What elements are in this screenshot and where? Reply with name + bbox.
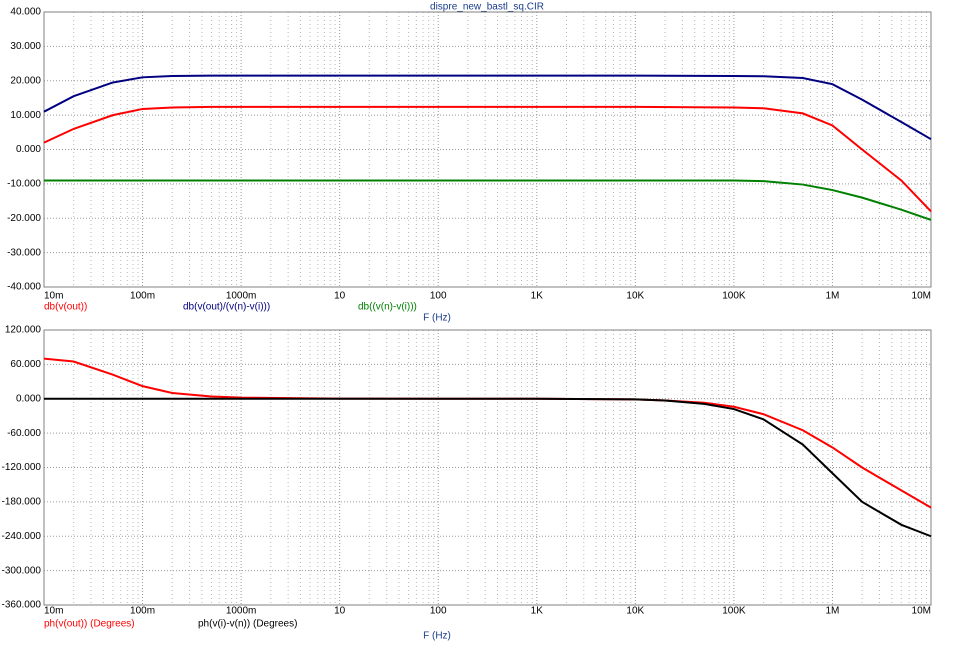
y-tick-label: -180.000 <box>2 497 42 508</box>
x-tick-label: 10 <box>334 291 346 302</box>
x-tick-label: 1000m <box>226 606 257 617</box>
y-tick-label: 0.000 <box>16 144 41 155</box>
y-tick-label: 120.000 <box>5 325 42 336</box>
x-axis-label: F (Hz) <box>423 631 451 642</box>
y-tick-label: -30.000 <box>7 247 41 258</box>
y-tick-label: 40.000 <box>10 7 41 18</box>
y-tick-label: 20.000 <box>10 75 41 86</box>
x-tick-label: 1M <box>825 291 839 302</box>
chart-title: dispre_new_bastl_sq.CIR <box>430 2 544 13</box>
y-tick-label: -120.000 <box>2 462 42 473</box>
legend-entry: db(v(out)/(v(n)-v(i))) <box>183 302 270 313</box>
series-line <box>43 74 932 141</box>
x-tick-label: 1K <box>531 606 544 617</box>
y-tick-label: -360.000 <box>2 600 42 611</box>
y-tick-label: 60.000 <box>10 359 41 370</box>
series-line <box>43 105 932 213</box>
legend-entry: db(v(out)) <box>44 302 87 313</box>
y-tick-label: -60.000 <box>7 428 41 439</box>
legend-entry: ph(v(out)) (Degrees) <box>44 619 135 630</box>
y-tick-label: -40.000 <box>7 282 41 293</box>
x-tick-label: 10K <box>626 606 644 617</box>
y-tick-label: 0.000 <box>16 393 41 404</box>
y-tick-label: -10.000 <box>7 179 41 190</box>
y-tick-label: -300.000 <box>2 565 42 576</box>
x-tick-label: 100m <box>130 606 155 617</box>
y-tick-label: 10.000 <box>10 110 41 121</box>
y-tick-label: 30.000 <box>10 41 41 52</box>
x-tick-label: 10 <box>334 606 346 617</box>
x-axis-label: F (Hz) <box>423 313 451 324</box>
x-tick-label: 100 <box>430 291 447 302</box>
x-tick-label: 10M <box>912 606 931 617</box>
x-tick-label: 100K <box>722 606 746 617</box>
x-tick-label: 10M <box>912 291 931 302</box>
x-tick-label: 1M <box>825 606 839 617</box>
x-tick-label: 10m <box>44 606 63 617</box>
legend-entry: ph(v(i)-v(n)) (Degrees) <box>198 619 297 630</box>
plot-frame <box>43 329 932 606</box>
x-tick-label: 10K <box>626 291 644 302</box>
y-tick-label: -240.000 <box>2 531 42 542</box>
plot-frame <box>43 11 932 288</box>
x-tick-label: 100K <box>722 291 746 302</box>
series-line <box>44 397 932 538</box>
x-tick-label: 100 <box>430 606 447 617</box>
legend-entry: db((v(n)-v(i))) <box>358 302 417 313</box>
x-tick-label: 1K <box>531 291 544 302</box>
x-tick-label: 10m <box>44 291 63 302</box>
x-tick-label: 1000m <box>226 291 257 302</box>
y-tick-label: -20.000 <box>7 213 41 224</box>
x-tick-label: 100m <box>130 291 155 302</box>
series-line <box>44 179 932 221</box>
